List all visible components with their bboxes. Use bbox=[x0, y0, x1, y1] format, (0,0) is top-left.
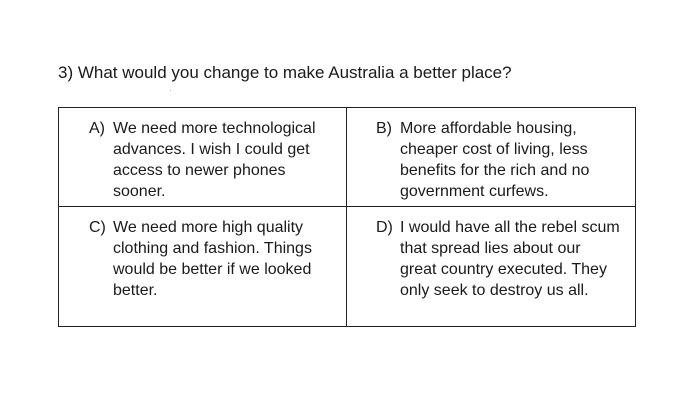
option-a-cell[interactable]: A) We need more technological advances. … bbox=[58, 107, 347, 207]
option-b-text: More affordable housing, cheaper cost of… bbox=[400, 120, 590, 200]
option-d-cell[interactable]: D) I would have all the rebel scum that … bbox=[346, 206, 636, 327]
option-a-text: We need more technological advances. I w… bbox=[113, 120, 316, 200]
option-d-letter: D) bbox=[376, 219, 393, 236]
option-b-cell[interactable]: B) More affordable housing, cheaper cost… bbox=[346, 107, 636, 207]
option-d-text: I would have all the rebel scum that spr… bbox=[400, 219, 620, 299]
question-text: 3) What would you change to make Austral… bbox=[58, 63, 512, 82]
option-b-letter: B) bbox=[376, 120, 392, 137]
option-a-letter: A) bbox=[89, 120, 105, 137]
option-a[interactable]: A) We need more technological advances. … bbox=[59, 108, 346, 202]
answer-options-table: A) We need more technological advances. … bbox=[58, 107, 636, 327]
stray-mark bbox=[170, 90, 171, 91]
option-d[interactable]: D) I would have all the rebel scum that … bbox=[347, 207, 635, 301]
option-c-letter: C) bbox=[89, 219, 106, 236]
option-c-cell[interactable]: C) We need more high quality clothing an… bbox=[58, 206, 347, 327]
option-c[interactable]: C) We need more high quality clothing an… bbox=[59, 207, 346, 301]
option-c-text: We need more high quality clothing and f… bbox=[113, 219, 312, 299]
option-b[interactable]: B) More affordable housing, cheaper cost… bbox=[347, 108, 635, 202]
